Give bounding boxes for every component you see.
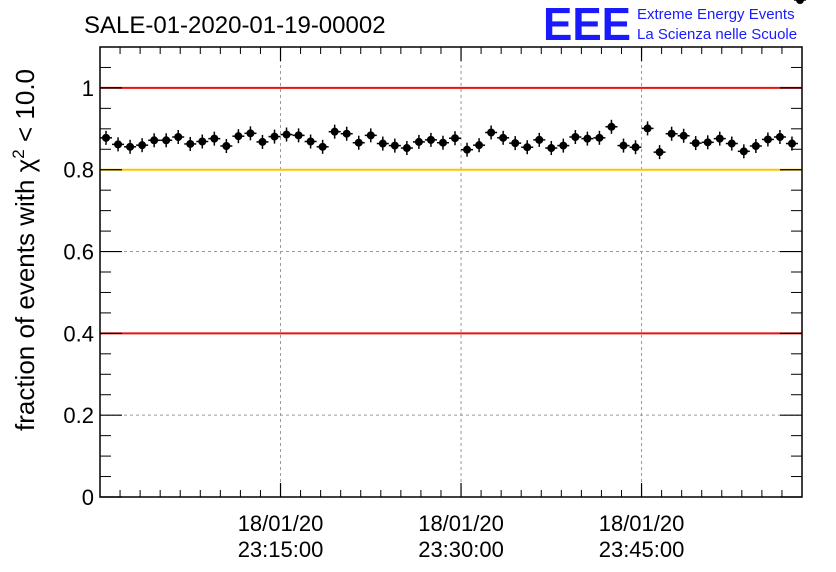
x-tick-labels: 18/01/2023:15:0018/01/2023:30:0018/01/20…	[238, 511, 685, 562]
y-tick-label: 0.2	[63, 403, 94, 428]
data-point	[256, 134, 269, 149]
eee-logo: EEE Extreme Energy Events La Scienza nel…	[543, 0, 797, 50]
data-point	[172, 130, 185, 144]
chart-title: SALE-01-2020-01-19-00002	[84, 12, 386, 39]
data-point	[725, 136, 738, 151]
data-point	[136, 138, 149, 153]
data-point	[665, 126, 678, 141]
data-point	[713, 131, 726, 146]
data-point	[100, 130, 113, 145]
data-point	[280, 127, 293, 142]
data-point	[533, 132, 546, 147]
x-tick-date: 18/01/20	[418, 511, 504, 536]
data-point	[569, 130, 582, 144]
x-tick-time: 23:30:00	[418, 537, 504, 562]
data-point	[677, 128, 690, 143]
data-point	[340, 126, 353, 141]
y-tick-label: 0.8	[63, 158, 94, 183]
data-point	[292, 128, 305, 143]
data-point	[521, 140, 534, 155]
data-point	[461, 142, 474, 157]
data-point	[376, 136, 389, 151]
data-point	[449, 131, 462, 146]
data-points	[100, 0, 806, 160]
logo-line-2: La Scienza nelle Scuole	[637, 26, 797, 43]
data-point	[424, 132, 437, 147]
data-point	[629, 140, 642, 155]
data-point	[436, 135, 449, 150]
data-point	[509, 136, 522, 151]
data-point	[352, 135, 365, 150]
data-point	[773, 130, 786, 144]
data-point	[605, 119, 618, 134]
data-point	[761, 132, 774, 147]
data-point	[557, 138, 570, 153]
logo-mark: EEE	[543, 0, 631, 50]
data-point	[244, 126, 257, 141]
data-point	[328, 124, 341, 139]
data-point	[641, 121, 654, 136]
data-point	[581, 131, 594, 146]
y-axis-label: fraction of events with χ2 < 10.0	[9, 69, 40, 431]
y-tick-label: 1	[82, 76, 94, 101]
data-point	[793, 0, 806, 4]
grid-lines	[100, 47, 802, 497]
data-point	[749, 139, 762, 153]
data-point	[400, 141, 413, 156]
data-point	[196, 134, 209, 149]
data-point	[316, 139, 329, 154]
data-point	[268, 129, 281, 144]
data-point	[545, 141, 558, 156]
data-point	[653, 145, 666, 160]
x-tick-date: 18/01/20	[238, 511, 324, 536]
data-point	[412, 134, 425, 149]
data-point	[617, 138, 630, 153]
data-point	[184, 136, 197, 151]
data-point	[208, 131, 221, 146]
y-tick-label: 0	[82, 485, 94, 510]
y-tick-label: 0.4	[63, 321, 94, 346]
data-point	[689, 136, 702, 151]
data-point	[160, 133, 173, 148]
data-point	[737, 144, 750, 159]
plot-frame	[99, 46, 803, 498]
data-point	[148, 133, 161, 148]
data-point	[124, 139, 137, 154]
axis-ticks	[100, 47, 802, 498]
y-tick-label: 0.6	[63, 240, 94, 265]
data-point	[785, 136, 798, 151]
data-point	[220, 139, 233, 153]
x-tick-date: 18/01/20	[599, 511, 685, 536]
data-point	[112, 137, 125, 152]
data-point	[701, 135, 714, 150]
data-point	[485, 125, 498, 140]
data-point	[364, 128, 377, 143]
y-tick-labels: 0 0.2 0.4 0.6 0.8 1	[63, 76, 94, 510]
data-point	[232, 129, 245, 144]
data-point	[473, 138, 486, 153]
data-point	[497, 130, 510, 145]
data-point	[388, 138, 401, 153]
x-tick-time: 23:45:00	[599, 537, 685, 562]
x-tick-time: 23:15:00	[238, 537, 324, 562]
data-point	[304, 134, 317, 149]
reference-lines	[100, 86, 802, 335]
logo-line-1: Extreme Energy Events	[637, 6, 795, 23]
data-point	[593, 130, 606, 145]
